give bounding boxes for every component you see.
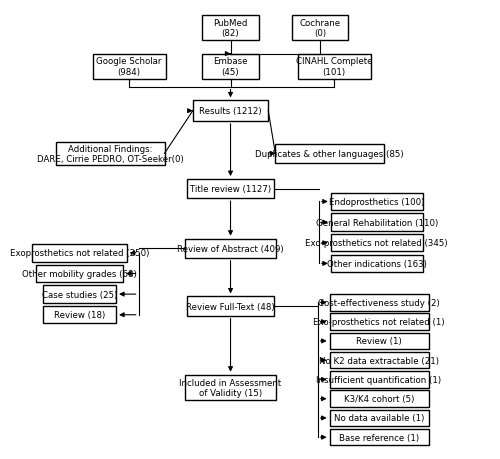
- Text: No data available (1): No data available (1): [334, 414, 424, 423]
- Text: Exo-prosthetics not related (345): Exo-prosthetics not related (345): [306, 239, 448, 248]
- FancyBboxPatch shape: [193, 101, 268, 122]
- Text: Other mobility grades (68): Other mobility grades (68): [22, 269, 137, 278]
- FancyBboxPatch shape: [330, 429, 428, 446]
- FancyBboxPatch shape: [330, 193, 422, 211]
- Text: Cochrane
(0): Cochrane (0): [300, 18, 341, 38]
- Text: Included in Assessment
of Validity (15): Included in Assessment of Validity (15): [180, 378, 282, 397]
- FancyBboxPatch shape: [92, 55, 166, 79]
- FancyBboxPatch shape: [298, 55, 371, 79]
- Text: Insufficient quantification (1): Insufficient quantification (1): [316, 375, 442, 384]
- FancyBboxPatch shape: [292, 16, 348, 41]
- FancyBboxPatch shape: [56, 143, 164, 165]
- FancyBboxPatch shape: [187, 179, 274, 199]
- FancyBboxPatch shape: [330, 295, 428, 311]
- FancyBboxPatch shape: [184, 375, 276, 400]
- FancyBboxPatch shape: [36, 265, 123, 283]
- Text: CINAHL Complete
(101): CINAHL Complete (101): [296, 57, 372, 77]
- Text: Endoprosthetics (100): Endoprosthetics (100): [329, 197, 424, 207]
- Text: Review (18): Review (18): [54, 311, 106, 319]
- Text: Google Scholar
(984): Google Scholar (984): [96, 57, 162, 77]
- Text: General Rehabilitation (110): General Rehabilitation (110): [316, 218, 438, 227]
- Text: No K2 data extractable (21): No K2 data extractable (21): [319, 356, 439, 365]
- Text: Duplicates & other languages (85): Duplicates & other languages (85): [255, 150, 404, 158]
- Text: Embase
(45): Embase (45): [214, 57, 248, 77]
- Text: Results (1212): Results (1212): [199, 107, 262, 116]
- FancyBboxPatch shape: [43, 306, 116, 324]
- Text: Review Full-Text (48): Review Full-Text (48): [186, 302, 275, 311]
- Text: K3/K4 cohort (5): K3/K4 cohort (5): [344, 394, 414, 403]
- Text: Exo-prosthetics not related (1): Exo-prosthetics not related (1): [313, 318, 445, 326]
- FancyBboxPatch shape: [43, 286, 116, 303]
- FancyBboxPatch shape: [276, 145, 384, 163]
- Text: Exoprosthetics not related (250): Exoprosthetics not related (250): [10, 249, 149, 258]
- FancyBboxPatch shape: [330, 235, 422, 252]
- Text: Base reference (1): Base reference (1): [339, 433, 419, 442]
- FancyBboxPatch shape: [202, 16, 259, 41]
- FancyBboxPatch shape: [330, 410, 428, 426]
- Text: Case studies (25): Case studies (25): [42, 290, 117, 299]
- FancyBboxPatch shape: [330, 255, 422, 273]
- Text: Review of Abstract (409): Review of Abstract (409): [177, 244, 284, 253]
- FancyBboxPatch shape: [330, 313, 428, 330]
- FancyBboxPatch shape: [184, 239, 276, 258]
- Text: Review (1): Review (1): [356, 336, 402, 346]
- FancyBboxPatch shape: [330, 352, 428, 369]
- Text: Cost-effectiveness study (2): Cost-effectiveness study (2): [318, 298, 440, 307]
- FancyBboxPatch shape: [32, 245, 127, 262]
- FancyBboxPatch shape: [330, 391, 428, 407]
- Text: Other indications (163): Other indications (163): [327, 259, 426, 269]
- Text: Additional Findings:
DARE, Cirrie PEDRO, OT-Seeker(0): Additional Findings: DARE, Cirrie PEDRO,…: [37, 144, 184, 164]
- FancyBboxPatch shape: [330, 333, 428, 349]
- FancyBboxPatch shape: [202, 55, 259, 79]
- FancyBboxPatch shape: [330, 214, 422, 231]
- Text: Title review (1127): Title review (1127): [190, 185, 271, 194]
- FancyBboxPatch shape: [187, 297, 274, 316]
- Text: PubMed
(82): PubMed (82): [214, 18, 248, 38]
- FancyBboxPatch shape: [330, 371, 428, 388]
